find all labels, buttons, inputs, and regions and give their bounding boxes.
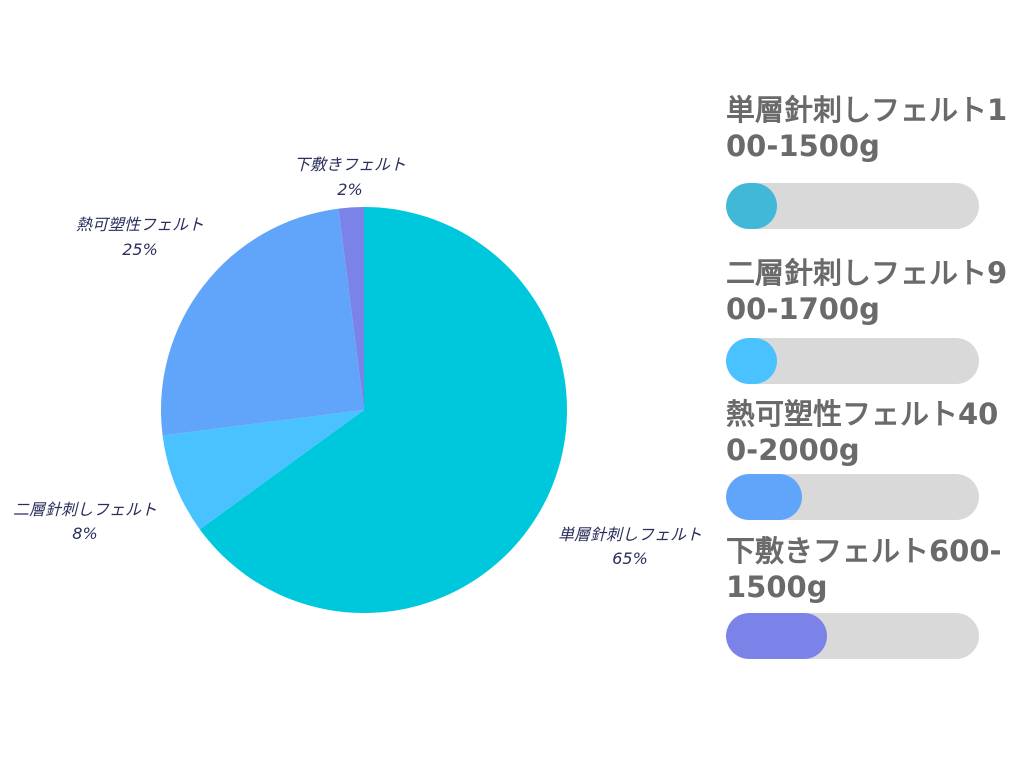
- bar-fill-double-layer: [726, 338, 777, 384]
- pie-slice-0: [199, 207, 568, 613]
- pie-slice-2: [161, 208, 364, 436]
- bar-title-underlay: 下敷きフェルト600-1500g: [726, 534, 1002, 604]
- bar-title-double-layer: 二層針刺しフェルト900-1700g: [726, 256, 1008, 326]
- bar-track-double-layer: [726, 338, 979, 384]
- bar-title-thermoplastic: 熱可塑性フェルト400-2000g: [726, 397, 999, 467]
- pie-slice-3: [338, 207, 364, 410]
- pie-slice-1: [162, 410, 364, 530]
- bar-fill-underlay: [726, 613, 828, 659]
- pie-percent-0: 65%: [612, 549, 648, 568]
- bar-fill-single-layer: [726, 183, 777, 229]
- pie-percent-3: 2%: [337, 180, 362, 199]
- pie-label-3: 下敷きフェルト: [294, 155, 406, 174]
- pie-percent-1: 8%: [72, 524, 97, 543]
- pie-percent-2: 25%: [122, 240, 158, 259]
- bar-track-single-layer: [726, 183, 979, 229]
- pie-label-2: 熱可塑性フェルト: [76, 215, 204, 234]
- pie-label-0: 単層針刺しフェルト: [558, 525, 702, 544]
- bar-fill-thermoplastic: [726, 474, 802, 520]
- bar-track-thermoplastic: [726, 474, 979, 520]
- bar-title-single-layer: 単層針刺しフェルト100-1500g: [726, 93, 1008, 163]
- pie-label-1: 二層針刺しフェルト: [13, 500, 157, 519]
- bar-track-underlay: [726, 613, 979, 659]
